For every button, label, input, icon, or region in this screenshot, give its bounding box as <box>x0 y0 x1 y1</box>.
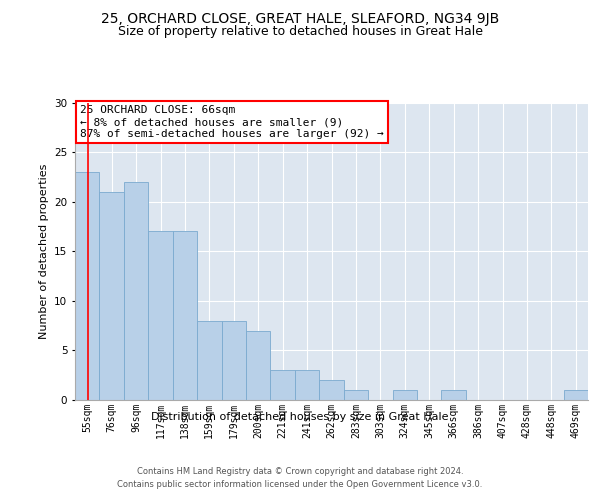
Bar <box>442 390 466 400</box>
Bar <box>221 320 246 400</box>
Y-axis label: Number of detached properties: Number of detached properties <box>38 164 49 339</box>
Bar <box>344 390 368 400</box>
Bar <box>100 192 124 400</box>
Text: Contains public sector information licensed under the Open Government Licence v3: Contains public sector information licen… <box>118 480 482 489</box>
Bar <box>197 320 221 400</box>
Bar <box>563 390 588 400</box>
Text: 25, ORCHARD CLOSE, GREAT HALE, SLEAFORD, NG34 9JB: 25, ORCHARD CLOSE, GREAT HALE, SLEAFORD,… <box>101 12 499 26</box>
Text: Contains HM Land Registry data © Crown copyright and database right 2024.: Contains HM Land Registry data © Crown c… <box>137 468 463 476</box>
Bar <box>319 380 344 400</box>
Bar <box>295 370 319 400</box>
Text: Distribution of detached houses by size in Great Hale: Distribution of detached houses by size … <box>151 412 449 422</box>
Bar <box>124 182 148 400</box>
Bar <box>246 330 271 400</box>
Text: Size of property relative to detached houses in Great Hale: Size of property relative to detached ho… <box>118 25 482 38</box>
Bar <box>148 232 173 400</box>
Bar <box>392 390 417 400</box>
Bar <box>173 232 197 400</box>
Bar <box>271 370 295 400</box>
Bar <box>75 172 100 400</box>
Text: 25 ORCHARD CLOSE: 66sqm
← 8% of detached houses are smaller (9)
87% of semi-deta: 25 ORCHARD CLOSE: 66sqm ← 8% of detached… <box>80 106 384 138</box>
